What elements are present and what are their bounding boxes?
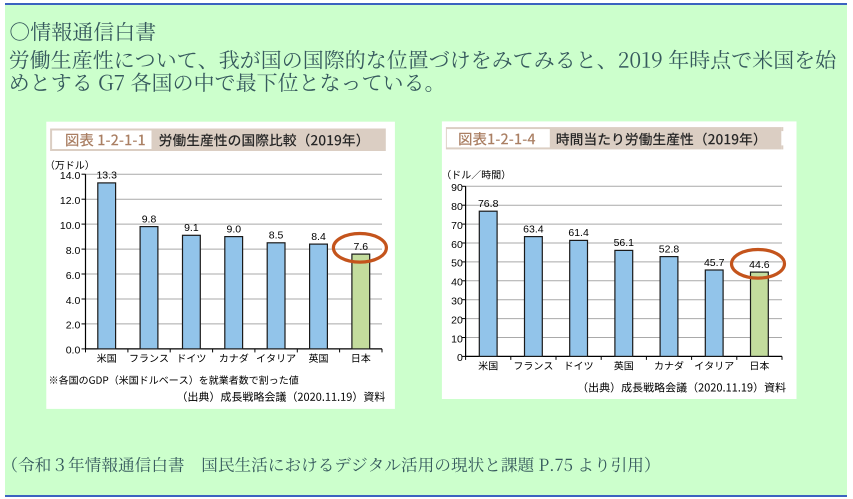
svg-text:2.0: 2.0: [66, 320, 81, 332]
svg-text:8.0: 8.0: [66, 245, 81, 257]
svg-text:9.8: 9.8: [142, 213, 157, 225]
svg-text:70: 70: [451, 220, 463, 232]
svg-text:9.0: 9.0: [226, 223, 241, 235]
svg-text:9.1: 9.1: [184, 222, 199, 234]
svg-text:7.6: 7.6: [353, 241, 368, 253]
svg-text:13.3: 13.3: [96, 170, 117, 182]
svg-text:80: 80: [451, 201, 463, 213]
svg-text:4.0: 4.0: [66, 295, 81, 307]
svg-text:30: 30: [451, 296, 463, 308]
svg-text:63.4: 63.4: [523, 223, 544, 235]
svg-text:10: 10: [451, 333, 463, 345]
svg-text:12.0: 12.0: [60, 195, 81, 207]
svg-text:8.4: 8.4: [311, 231, 326, 243]
svg-text:52.8: 52.8: [659, 243, 680, 255]
svg-text:8.5: 8.5: [269, 230, 284, 242]
svg-text:50: 50: [451, 258, 463, 270]
svg-text:6.0: 6.0: [66, 270, 81, 282]
svg-text:0: 0: [457, 352, 463, 364]
svg-text:61.4: 61.4: [568, 227, 589, 239]
svg-text:76.8: 76.8: [478, 198, 499, 210]
svg-text:14.0: 14.0: [60, 170, 81, 182]
svg-text:40: 40: [451, 277, 463, 289]
svg-text:90: 90: [451, 182, 463, 194]
svg-text:20: 20: [451, 314, 463, 326]
svg-text:10.0: 10.0: [60, 220, 81, 232]
svg-text:45.7: 45.7: [704, 257, 725, 269]
svg-text:56.1: 56.1: [614, 237, 635, 249]
svg-text:0.0: 0.0: [66, 345, 81, 357]
svg-text:44.6: 44.6: [749, 259, 770, 271]
svg-text:60: 60: [451, 239, 463, 251]
